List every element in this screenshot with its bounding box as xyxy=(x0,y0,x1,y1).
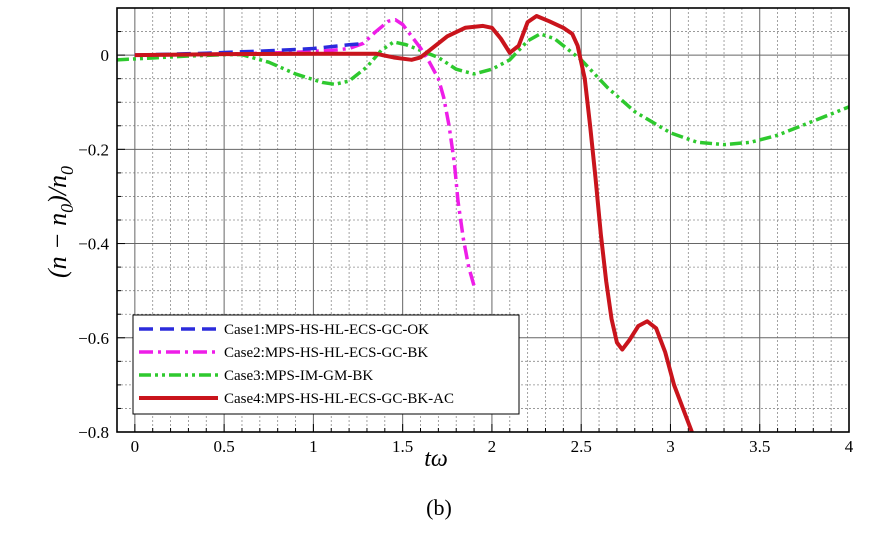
legend-entry-label: Case3:MPS-IM-GM-BK xyxy=(224,368,373,384)
series-layer xyxy=(117,14,849,432)
x-tick-label: 3.5 xyxy=(749,437,770,456)
x-tick-label: 0.5 xyxy=(213,437,234,456)
x-tick-label: 2 xyxy=(488,437,497,456)
y-tick-label: 0 xyxy=(101,46,110,65)
plot-frame xyxy=(116,7,850,433)
legend: Case1:MPS-HS-HL-ECS-GC-OK Case2:MPS-HS-HL… xyxy=(132,314,520,415)
legend-entry-label: Case4:MPS-HS-HL-ECS-GC-BK-AC xyxy=(224,391,454,407)
series-line-case4 xyxy=(134,14,694,432)
legend-entry-label: Case2:MPS-HS-HL-ECS-GC-BK xyxy=(224,345,428,361)
series-line-case3 xyxy=(117,32,849,147)
x-tick-label: 1.5 xyxy=(392,437,413,456)
y-tick-label: −0.6 xyxy=(78,329,109,348)
figure-caption: (b) xyxy=(426,495,452,520)
y-axis-label-mid: )/n xyxy=(43,175,72,206)
x-tick-label: 1 xyxy=(309,437,318,456)
x-tick-label: 0 xyxy=(131,437,140,456)
y-tick-label: −0.2 xyxy=(78,140,109,159)
x-tick-label: 3 xyxy=(666,437,675,456)
y-axis-label-subscript: 0 xyxy=(57,204,77,213)
legend-entry-label: Case1:MPS-HS-HL-ECS-GC-OK xyxy=(224,322,429,338)
y-tick-label: −0.4 xyxy=(78,235,109,254)
legend-box xyxy=(132,314,520,415)
y-axis-label-main: (n − n xyxy=(43,213,72,278)
x-tick-label: 4 xyxy=(845,437,854,456)
x-axis-label: tω xyxy=(424,446,448,472)
y-axis-label-subscript-2: 0 xyxy=(57,166,77,175)
y-axis-label: (n − n0)/n0 xyxy=(43,166,77,278)
y-tick-labels: 0 −0.2 −0.4 −0.6 −0.8 xyxy=(78,46,109,442)
y-tick-label: −0.8 xyxy=(78,423,109,442)
x-tick-labels: 0 0.5 1 1.5 2 2.5 3 3.5 4 xyxy=(131,437,854,456)
x-tick-label: 2.5 xyxy=(571,437,592,456)
